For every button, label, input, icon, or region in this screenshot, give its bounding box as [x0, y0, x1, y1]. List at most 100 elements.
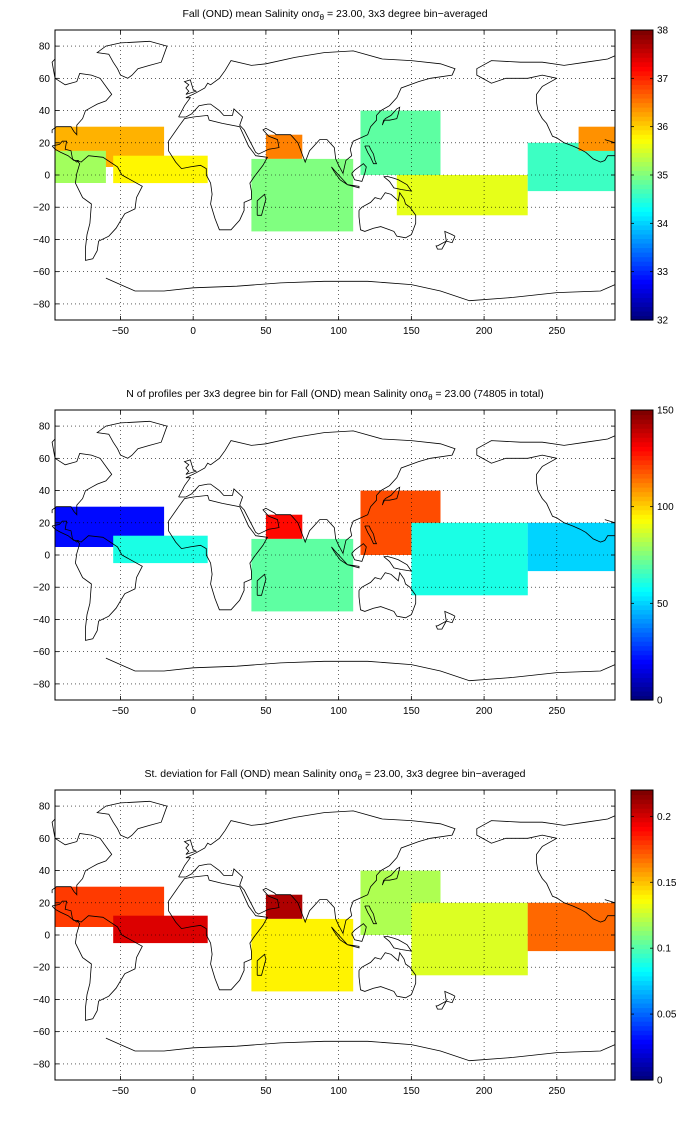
colorbar-step: [631, 197, 653, 203]
std-dev-map: −50 0 50 100 150 200 250 −80 −60 −40 −20 0 20 40 60 80: [33, 789, 616, 1097]
colorbar-step: [631, 1025, 653, 1031]
colorbar-step: [631, 916, 653, 923]
colorbar-step: [631, 491, 653, 497]
std-dev-panel: St. deviation for Fall (OND) mean Salini…: [0, 760, 696, 1140]
colorbar-step: [631, 898, 653, 904]
coastline: [536, 457, 615, 543]
colorbar-step: [631, 867, 653, 873]
colorbar-step: [631, 573, 653, 579]
colorbar-step: [631, 464, 653, 470]
colorbar-step: [631, 188, 653, 194]
colorbar-step: [631, 202, 653, 208]
colorbar-tick-label: 32: [657, 316, 669, 327]
coastline: [476, 55, 616, 84]
colorbar-step: [631, 848, 653, 855]
colorbar-step: [631, 274, 653, 280]
colorbar-step: [631, 600, 653, 606]
colorbar-step: [631, 971, 653, 977]
colorbar-step: [631, 518, 653, 524]
x-tick-label: 100: [330, 706, 347, 717]
coastline: [347, 184, 360, 189]
colorbar-tick-label: 0.05: [657, 1010, 677, 1021]
colorbar-step: [631, 645, 653, 651]
colorbar-step: [631, 799, 653, 805]
x-tick-label: 100: [330, 1086, 347, 1097]
colorbar-step: [631, 179, 653, 185]
x-tick-label: 200: [476, 1086, 493, 1097]
colorbar-tick-label: 100: [657, 502, 674, 513]
y-tick-label: 40: [39, 486, 51, 497]
colorbar-tick-label: 33: [657, 267, 669, 278]
grid: [55, 410, 615, 700]
colorbar-step: [631, 134, 653, 140]
colorbar-step: [631, 894, 653, 900]
coastline: [444, 610, 456, 624]
data-region: [265, 514, 303, 539]
colorbar-step: [631, 138, 653, 144]
coastline: [168, 874, 269, 991]
colorbar-tick-label: 38: [657, 26, 669, 37]
colorbar-step: [631, 419, 653, 425]
colorbar-step: [631, 297, 653, 303]
coastline: [178, 50, 456, 175]
colorbar-step: [631, 808, 653, 814]
y-tick-label: −60: [33, 267, 50, 278]
colorbar-step: [631, 695, 653, 701]
colorbar-step: [631, 948, 653, 954]
coastline: [604, 899, 616, 904]
colorbar-step: [631, 876, 653, 882]
colorbar-step: [631, 993, 653, 1000]
colorbar-step: [631, 862, 653, 868]
colorbar-step: [631, 523, 653, 529]
coastline: [364, 905, 378, 925]
colorbar-step: [631, 663, 653, 669]
coastline: [168, 114, 269, 231]
coastline: [536, 837, 615, 923]
coastline: [476, 815, 616, 844]
colorbar-step: [631, 636, 653, 642]
colorbar-step: [631, 220, 653, 226]
colorbar-step: [631, 559, 653, 565]
colorbar-step: [631, 125, 653, 131]
colorbar-step: [631, 487, 653, 493]
colorbar-step: [631, 75, 653, 81]
colorbar-step: [631, 165, 653, 172]
coastline: [51, 520, 80, 543]
colorbar-step: [631, 161, 653, 167]
colorbar-step: [631, 857, 653, 864]
coastline: [183, 459, 198, 475]
colorbar-step: [631, 577, 653, 583]
colorbar-step: [631, 129, 653, 135]
colorbar-step: [631, 175, 653, 181]
colorbar-step: [631, 52, 653, 58]
colorbar-step: [631, 224, 653, 230]
colorbar-step: [631, 459, 653, 465]
colorbar-step: [631, 1016, 653, 1022]
colorbar-step: [631, 468, 653, 475]
colorbar-step: [631, 247, 653, 253]
colorbar-step: [631, 907, 653, 913]
coastlines: [51, 40, 616, 302]
colorbar-step: [631, 93, 653, 99]
coastline: [383, 936, 413, 952]
colorbar-step: [631, 39, 653, 45]
coastline: [364, 525, 378, 545]
colorbar-step: [631, 500, 653, 506]
colorbar-step: [631, 889, 653, 895]
colorbar-step: [631, 564, 653, 570]
data-region: [251, 918, 354, 992]
colorbar-step: [631, 622, 653, 629]
chart-title: Fall (OND) mean Salinity onσθ = 23.00, 3…: [182, 8, 488, 23]
colorbar-step: [631, 903, 653, 909]
coastline: [183, 79, 198, 95]
colorbar-step: [631, 79, 653, 85]
colorbar-step: [631, 690, 653, 697]
colorbar-step: [631, 170, 653, 176]
y-tick-label: 20: [39, 138, 51, 149]
colorbar-tick-label: 0: [657, 696, 663, 707]
colorbar-step: [631, 527, 653, 533]
colorbar-step: [631, 659, 653, 665]
colorbar-step: [631, 966, 653, 972]
y-tick-label: −80: [33, 679, 50, 690]
coastline: [476, 435, 616, 464]
